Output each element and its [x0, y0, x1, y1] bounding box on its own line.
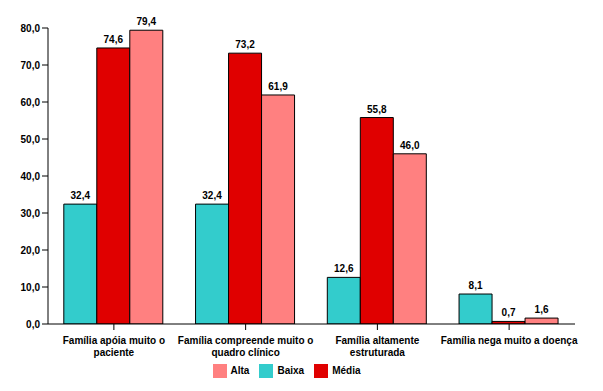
svg-text:55,8: 55,8 [367, 104, 387, 115]
svg-text:20,0: 20,0 [21, 245, 41, 256]
svg-text:12,6: 12,6 [334, 263, 354, 274]
svg-text:8,1: 8,1 [469, 280, 483, 291]
svg-text:0,0: 0,0 [26, 319, 40, 330]
html-text:Média: Média [332, 364, 361, 376]
svg-text:50,0: 50,0 [21, 134, 41, 145]
svg-text:Família compreende muito oquad: Família compreende muito oquadro clínico [178, 335, 314, 358]
svg-text:46,0: 46,0 [400, 140, 420, 151]
svg-text:79,4: 79,4 [137, 16, 157, 27]
svg-text:70,0: 70,0 [21, 60, 41, 71]
html-text:Alta: Alta [230, 364, 250, 376]
svg-text:61,9: 61,9 [268, 81, 288, 92]
svg-text:30,0: 30,0 [21, 208, 41, 219]
svg-text:32,4: 32,4 [202, 190, 222, 201]
svg-text:74,6: 74,6 [104, 34, 124, 45]
svg-text:10,0: 10,0 [21, 282, 41, 293]
svg-text:Família nega muito a doença: Família nega muito a doença [441, 335, 578, 346]
svg-text:40,0: 40,0 [21, 171, 41, 182]
svg-text:1,6: 1,6 [535, 304, 549, 315]
svg-text:73,2: 73,2 [235, 39, 255, 50]
svg-text:Família apóia muito opaciente: Família apóia muito opaciente [63, 335, 165, 358]
svg-text:60,0: 60,0 [21, 97, 41, 108]
svg-text:Família altamenteestruturada: Família altamenteestruturada [335, 335, 419, 358]
html-text:Baixa: Baixa [277, 364, 305, 376]
svg-text:32,4: 32,4 [71, 190, 91, 201]
svg-text:80,0: 80,0 [21, 23, 41, 34]
svg-text:0,7: 0,7 [502, 307, 516, 318]
